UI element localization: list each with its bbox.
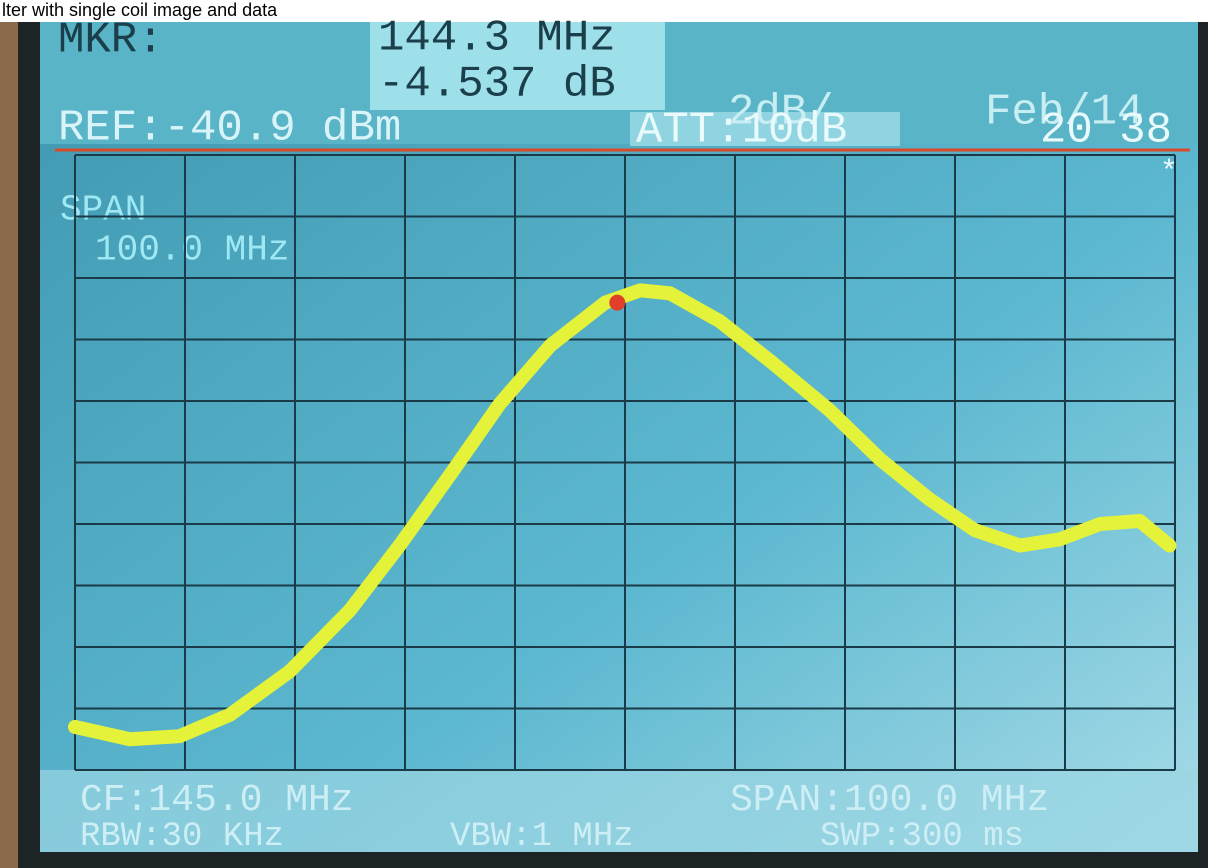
cf: CF:145.0 MHz <box>80 779 354 822</box>
span-value: 100.0 MHz <box>95 230 289 271</box>
swp: SWP:300 ms <box>820 818 1024 856</box>
span-label: SPAN <box>60 190 146 231</box>
mkr-freq: 144.3 MHz <box>378 14 616 64</box>
analyzer-photo: lter with single coil image and data MKR… <box>0 0 1208 868</box>
span: SPAN:100.0 MHz <box>730 779 1049 822</box>
time: 20 38 <box>1040 106 1172 156</box>
rbw: RBW:30 KHz <box>80 818 284 856</box>
ref: REF:-40.9 dBm <box>58 104 401 154</box>
mkr-level: -4.537 dB <box>378 60 616 110</box>
marker <box>609 295 625 311</box>
att: ATT:10dB <box>636 106 847 156</box>
mkr-label: MKR: <box>58 16 164 66</box>
vbw: VBW:1 MHz <box>450 818 634 856</box>
